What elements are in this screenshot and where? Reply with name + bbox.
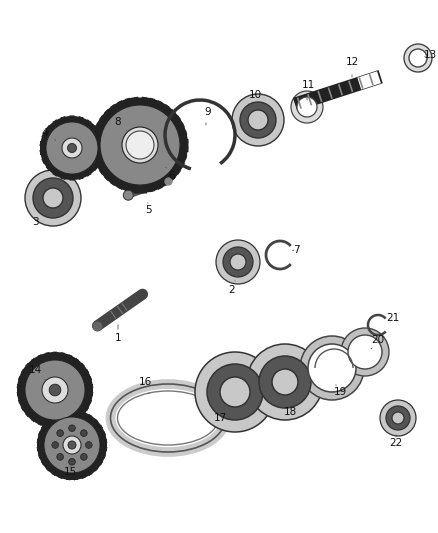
Circle shape (380, 400, 416, 436)
Circle shape (62, 138, 82, 158)
Text: 18: 18 (283, 407, 297, 417)
Circle shape (348, 335, 382, 369)
Text: 1: 1 (115, 333, 121, 343)
Circle shape (259, 356, 311, 408)
Text: 9: 9 (205, 107, 211, 117)
Text: 12: 12 (346, 57, 359, 67)
Text: 15: 15 (64, 467, 77, 477)
Circle shape (44, 417, 100, 473)
Text: 8: 8 (115, 117, 121, 127)
Circle shape (44, 417, 100, 473)
Circle shape (25, 360, 85, 420)
Circle shape (69, 458, 75, 465)
Circle shape (341, 328, 389, 376)
Circle shape (132, 137, 148, 153)
Circle shape (67, 143, 77, 152)
Circle shape (291, 91, 323, 123)
Circle shape (68, 441, 76, 449)
Text: 4: 4 (42, 128, 48, 138)
Circle shape (85, 442, 92, 448)
Text: 17: 17 (213, 413, 226, 423)
Circle shape (25, 170, 81, 226)
Circle shape (216, 240, 260, 284)
Circle shape (57, 454, 64, 460)
Circle shape (69, 425, 75, 432)
Circle shape (52, 442, 59, 448)
Circle shape (33, 178, 73, 218)
Circle shape (232, 94, 284, 146)
Circle shape (248, 110, 268, 130)
Circle shape (100, 105, 180, 185)
Circle shape (122, 127, 158, 163)
Text: 13: 13 (424, 50, 437, 60)
Circle shape (300, 336, 364, 400)
Circle shape (195, 352, 275, 432)
Circle shape (126, 131, 154, 159)
Text: 21: 21 (386, 313, 399, 323)
Circle shape (247, 344, 323, 420)
Circle shape (123, 190, 133, 200)
Text: 11: 11 (301, 80, 314, 90)
Circle shape (392, 412, 404, 424)
Circle shape (272, 369, 298, 395)
Text: 22: 22 (389, 438, 403, 448)
Circle shape (49, 384, 61, 396)
Circle shape (46, 122, 98, 174)
Circle shape (81, 454, 87, 460)
Circle shape (409, 49, 427, 67)
Circle shape (25, 360, 85, 420)
Circle shape (207, 364, 263, 420)
Text: 14: 14 (28, 365, 42, 375)
Circle shape (223, 247, 253, 277)
Text: 6: 6 (169, 171, 175, 181)
Circle shape (63, 436, 81, 454)
Text: 10: 10 (248, 90, 261, 100)
Text: 16: 16 (138, 377, 152, 387)
Circle shape (57, 430, 64, 437)
Text: 2: 2 (229, 285, 235, 295)
Circle shape (404, 44, 432, 72)
Circle shape (240, 102, 276, 138)
Circle shape (100, 105, 180, 185)
Text: 20: 20 (371, 335, 385, 345)
Circle shape (386, 406, 410, 430)
Circle shape (81, 430, 87, 437)
Circle shape (46, 122, 98, 174)
Text: 7: 7 (293, 245, 299, 255)
Circle shape (43, 188, 63, 208)
Circle shape (297, 97, 317, 117)
Text: 19: 19 (333, 387, 346, 397)
Circle shape (220, 377, 250, 407)
Text: 5: 5 (145, 205, 151, 215)
Circle shape (42, 377, 68, 403)
Circle shape (308, 344, 356, 392)
Circle shape (230, 254, 246, 270)
Text: 3: 3 (32, 217, 38, 227)
